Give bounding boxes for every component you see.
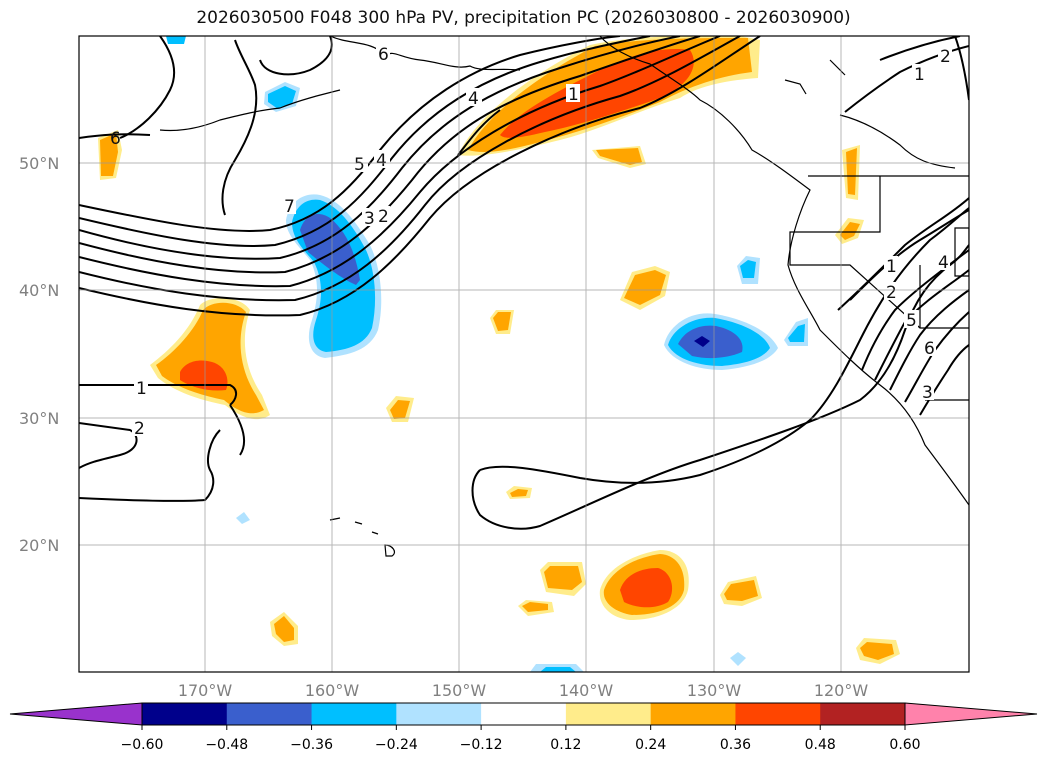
lat-label: 50°N <box>19 154 59 173</box>
colorbar-swatch <box>311 703 397 725</box>
colorbar-extend-high <box>904 702 1038 726</box>
map-title: 2026030500 F048 300 hPa PV, precipitatio… <box>196 8 851 28</box>
contour-label: 4 <box>376 151 387 171</box>
colorbar-swatch <box>142 703 228 725</box>
lat-label: 30°N <box>19 409 59 428</box>
contour-label: 2 <box>886 283 897 303</box>
colorbar-tick-label: 0.60 <box>889 737 920 753</box>
colorbar-swatch <box>396 703 482 725</box>
contour-label: 5 <box>906 311 917 331</box>
contour-label: 1 <box>886 257 897 277</box>
contour-label: 6 <box>110 129 121 149</box>
colorbar-frame <box>141 702 906 726</box>
colorbar-tick-label: 0.48 <box>805 737 836 753</box>
map-frame <box>78 35 970 673</box>
colorbar-tick-label: −0.12 <box>460 737 503 753</box>
contour-label: 1 <box>136 379 147 399</box>
lon-label: 130°W <box>687 681 742 700</box>
colorbar-swatch <box>650 703 736 725</box>
colorbar-tick-label: 0.24 <box>635 737 666 753</box>
contour-label: 4 <box>468 89 479 109</box>
lat-label: 40°N <box>19 281 59 300</box>
colorbar-swatch <box>735 703 821 725</box>
coastlines <box>159 36 969 557</box>
colorbar-tick-label: −0.60 <box>121 737 164 753</box>
lon-label: 150°W <box>432 681 487 700</box>
lat-label: 20°N <box>19 536 59 555</box>
longitude-labels: 170°W 160°W 150°W 140°W 130°W 120°W <box>178 681 869 700</box>
contour-label: 3 <box>364 209 375 229</box>
contour-label: 3 <box>922 383 933 403</box>
graticule <box>79 36 969 672</box>
contour-label: 6 <box>378 45 389 65</box>
lon-label: 120°W <box>814 681 869 700</box>
lon-label: 160°W <box>305 681 360 700</box>
colorbar-tick-label: 0.12 <box>550 737 581 753</box>
contour-label: 1 <box>568 85 579 105</box>
colorbar-extend-low <box>9 702 143 726</box>
colorbar: −0.60 −0.48 −0.36 −0.24 −0.12 0.12 0.24 0.36 0.4… <box>9 702 1038 753</box>
colorbar-tick-label: 0.36 <box>720 737 751 753</box>
latitude-labels: 50°N 40°N 30°N 20°N <box>19 154 59 555</box>
contour-label: 7 <box>284 197 295 217</box>
contour-label: 2 <box>940 47 951 67</box>
colorbar-swatch <box>226 703 313 725</box>
colorbar-tick-label: −0.36 <box>290 737 333 753</box>
contour-label: 6 <box>924 339 935 359</box>
contour-label: 4 <box>938 253 949 273</box>
contour-labels: 6 6 5 4 4 1 7 3 2 1 1 2 4 2 <box>110 44 952 439</box>
contour-label: 2 <box>134 419 145 439</box>
contour-label: 5 <box>354 155 365 175</box>
colorbar-swatch <box>481 703 567 725</box>
colorbar-swatch <box>820 703 906 725</box>
contour-label: 1 <box>914 65 925 85</box>
contour-label: 2 <box>378 207 389 227</box>
lon-label: 140°W <box>559 681 614 700</box>
colorbar-swatch <box>565 703 652 725</box>
colorbar-tick-label: −0.48 <box>205 737 248 753</box>
colorbar-tick-label: −0.24 <box>375 737 418 753</box>
lon-label: 170°W <box>178 681 233 700</box>
